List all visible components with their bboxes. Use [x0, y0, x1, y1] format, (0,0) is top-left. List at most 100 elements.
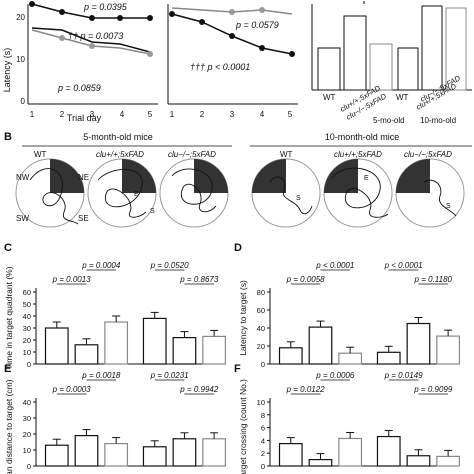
y-tick-label: 2 — [261, 449, 265, 458]
panel-b: B 5-month-old mice 10-month-old mice WT … — [4, 131, 472, 228]
bar — [308, 459, 333, 467]
x-tick-label: 1 — [30, 110, 35, 119]
data-point — [147, 51, 153, 57]
bar — [104, 443, 129, 467]
swim-circle — [323, 158, 393, 228]
swim-circle — [395, 158, 465, 228]
panel-label: F — [234, 363, 241, 375]
bar — [445, 7, 467, 91]
y-tick-label: 10 — [257, 398, 265, 407]
y-tick-label: 0 — [261, 360, 265, 369]
y-axis-title: Target crossing (count No.) — [238, 379, 248, 474]
data-point — [89, 15, 95, 21]
p-value-label: p = 0.0003 — [52, 385, 92, 394]
p-value-label: p = 0.0058 — [286, 275, 326, 284]
y-tick-label: 40 — [23, 312, 31, 321]
panel-c: C Time in target quadrant (%) 0 10 20 30 40 5… — [4, 242, 227, 370]
x-tick-label: 5 — [288, 110, 293, 119]
x-tick-label: 3 — [230, 110, 235, 119]
quadrant-label: NE — [78, 173, 89, 182]
latency-axis-title: Latency (s) — [2, 48, 12, 93]
path-marker: S — [150, 208, 155, 215]
panel-a-mid-lines: 1 2 3 4 5 p = 0.0579 ††† p < 0.0001 — [167, 4, 298, 119]
y-tick-label: 20 — [16, 13, 25, 22]
y-tick-label: 10 — [23, 446, 31, 455]
p-value-label: p = 0.1180 — [414, 275, 453, 284]
y-tick-label: 30 — [23, 414, 31, 423]
p-value-label: p = 0.9942 — [179, 385, 219, 394]
p-value-label: p = 0.0859 — [57, 83, 101, 93]
x-tick-label: 2 — [200, 110, 205, 119]
y-tick-label: 40 — [23, 398, 31, 407]
swim-circle — [87, 158, 157, 228]
p-value-label: p = 0.0018 — [81, 371, 121, 380]
x-tick-label: 4 — [260, 110, 265, 119]
age-label: 10-mo-old — [420, 116, 456, 125]
panel-e: E ean distance to target (cm) 0 10 20 30 40 p… — [4, 363, 227, 474]
age-label: 5-mo-old — [373, 116, 405, 125]
p-value-label: p = 0.0520 — [150, 261, 190, 270]
data-point — [89, 43, 95, 49]
data-point — [199, 19, 205, 25]
y-tick-label: 10 — [23, 348, 31, 357]
data-point — [229, 9, 235, 15]
p-value-label: p = 0.0395 — [83, 2, 128, 12]
y-axis-title: Latency to target (s) — [238, 280, 248, 356]
bar — [338, 437, 363, 467]
path-marker: S — [296, 195, 301, 202]
swim-circle — [15, 158, 85, 228]
bar — [74, 344, 99, 365]
bar — [142, 317, 167, 365]
swim-circle — [159, 158, 229, 228]
x-axis-title: Trial day — [67, 113, 102, 123]
swim-circle — [251, 158, 321, 228]
p-value-label: p = 0.9099 — [413, 385, 453, 394]
data-point — [229, 33, 235, 39]
bar — [172, 438, 197, 467]
panel-b-left-title: 5-month-old mice — [83, 132, 153, 142]
quadrant-label: SE — [78, 214, 89, 223]
y-tick-label: 20 — [23, 430, 31, 439]
y-tick-label: 0 — [261, 462, 265, 471]
bar — [278, 347, 303, 365]
genotype-label: clu−/−;5xFAD — [168, 150, 216, 159]
p-value-label: p = 0.0006 — [315, 371, 355, 380]
bar — [44, 444, 69, 467]
panel-label: B — [4, 131, 12, 143]
y-axis-title: Time in target quadrant (%) — [4, 266, 14, 369]
bar-x-label: WT — [323, 93, 336, 102]
p-value-label: p = 0.0579 — [235, 20, 279, 30]
path-marker: S — [446, 203, 451, 210]
bar — [376, 351, 401, 365]
y-tick-label: 0 — [27, 360, 31, 369]
p-value-label: p = 0.0231 — [150, 371, 189, 380]
genotype-label: clu+/+;5xFAD — [96, 150, 144, 159]
bar — [172, 337, 197, 365]
y-tick-label: 20 — [23, 336, 31, 345]
x-tick-label: 1 — [170, 110, 175, 119]
y-tick-label: 6 — [261, 424, 265, 433]
bar — [44, 327, 69, 365]
y-tick-label: 60 — [23, 288, 31, 297]
bar — [142, 446, 167, 467]
bar — [202, 438, 227, 467]
bar — [317, 47, 341, 91]
y-tick-label: 10 — [16, 55, 25, 64]
x-tick-label: 5 — [148, 110, 153, 119]
bar — [421, 5, 443, 91]
panel-a-bars: WT clu+/+;5xFAD clu−/−;5xFAD WT clu+/+;5… — [311, 1, 472, 125]
bar — [369, 43, 393, 91]
panel-f: F Target crossing (count No.) 0 2 4 6 8 10 p =… — [234, 363, 461, 474]
panel-d: D Latency to target (s) 0 20 40 60 80 p = 0.0… — [234, 242, 461, 369]
bar — [436, 455, 461, 467]
bar — [343, 15, 367, 91]
y-tick-label: 0 — [27, 462, 31, 471]
p-value-label: ††† p < 0.0001 — [190, 62, 250, 72]
y-tick-label: 50 — [23, 300, 31, 309]
x-tick-label: 3 — [90, 110, 95, 119]
data-point — [59, 35, 65, 41]
bar — [338, 352, 363, 365]
panel-label: C — [4, 242, 12, 254]
y-tick-label: 60 — [257, 306, 265, 315]
panel-label: D — [234, 242, 242, 254]
